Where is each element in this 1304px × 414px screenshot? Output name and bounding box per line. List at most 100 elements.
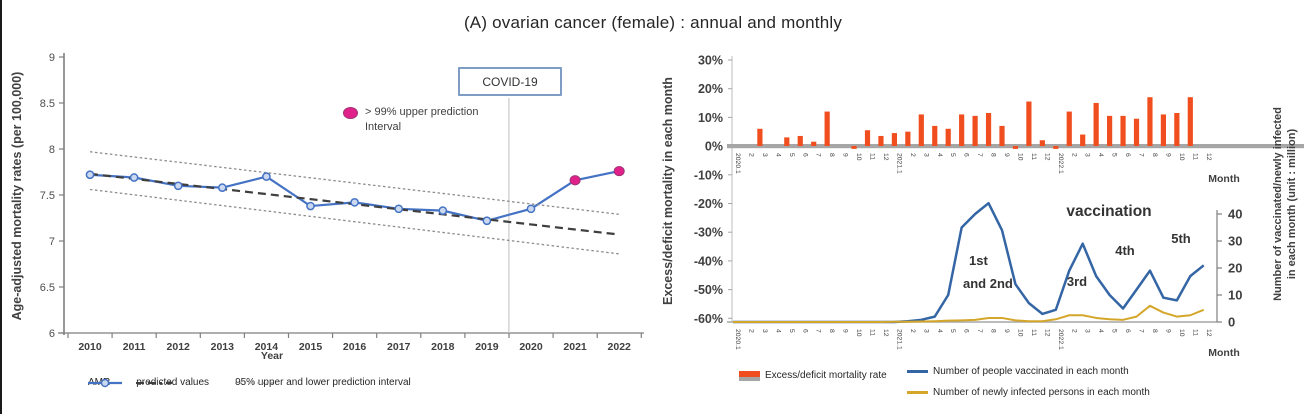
svg-text:3: 3 — [1084, 153, 1091, 157]
svg-text:3rd: 3rd — [1067, 274, 1087, 289]
svg-text:10%: 10% — [698, 111, 723, 125]
svg-text:2021: 2021 — [563, 341, 587, 353]
svg-text:2017: 2017 — [387, 341, 411, 353]
infected-line-swatch-icon — [907, 391, 928, 394]
svg-text:20%: 20% — [698, 82, 723, 96]
svg-text:3: 3 — [922, 329, 929, 333]
svg-text:2010: 2010 — [78, 341, 102, 353]
svg-text:5th: 5th — [1171, 231, 1191, 246]
svg-text:7: 7 — [976, 329, 983, 333]
svg-text:10: 10 — [1016, 329, 1023, 337]
svg-text:11: 11 — [1191, 329, 1198, 336]
svg-text:11: 11 — [869, 329, 876, 336]
svg-text:10: 10 — [1178, 329, 1185, 337]
svg-text:12: 12 — [1043, 329, 1050, 337]
svg-text:2: 2 — [747, 153, 754, 157]
svg-text:2: 2 — [909, 329, 916, 333]
monthly-chart-svg: 30%20%10%0%-10%-20%-30%-40%-50%-60% 01020… — [694, 54, 1304, 359]
svg-text:11: 11 — [1030, 153, 1037, 160]
svg-text:4th: 4th — [1115, 243, 1135, 258]
svg-text:4: 4 — [1097, 329, 1104, 333]
covid-19-callout: COVID-19 — [458, 67, 562, 96]
series-infected — [733, 304, 1205, 323]
svg-text:7: 7 — [815, 329, 822, 333]
vaccination-annotations: vaccination 1st and 2nd 3rd 4th 5th — [963, 203, 1191, 291]
legend-item-infected: Number of newly infected persons in each… — [907, 387, 1150, 398]
svg-text:9: 9 — [1003, 153, 1010, 157]
svg-text:4: 4 — [936, 153, 943, 157]
annual-legend: AMR predicted values 95% upper and lower… — [88, 377, 411, 388]
svg-text:Month: Month — [1208, 347, 1240, 359]
svg-text:7: 7 — [1138, 329, 1145, 333]
pink-annotation: > 99% upper prediction Interval — [343, 105, 478, 135]
svg-text:6: 6 — [1124, 329, 1131, 333]
svg-text:8: 8 — [1151, 153, 1158, 157]
svg-text:10: 10 — [1016, 153, 1023, 161]
svg-text:2020.1: 2020.1 — [734, 153, 741, 174]
svg-text:6: 6 — [963, 329, 970, 333]
monthly-top-x-labels: 2020.1 2 3 4 5 6 7 8 9 10 11 12 2021.1 2 3 4 5 6 7 8 9 10 11 12… — [734, 153, 1240, 185]
svg-text:6: 6 — [801, 329, 808, 333]
legend-item-predicted: predicted values — [136, 377, 210, 388]
svg-text:4: 4 — [936, 329, 943, 333]
svg-text:2: 2 — [909, 153, 916, 157]
svg-text:7: 7 — [49, 236, 55, 248]
svg-text:6: 6 — [1124, 153, 1131, 157]
svg-text:2014: 2014 — [255, 341, 279, 353]
svg-text:20: 20 — [1228, 261, 1242, 276]
svg-text:2022: 2022 — [608, 341, 632, 353]
svg-text:2022.1: 2022.1 — [1057, 153, 1064, 174]
svg-text:10: 10 — [855, 153, 862, 161]
svg-text:2022.1: 2022.1 — [1057, 329, 1064, 350]
svg-text:2021.1: 2021.1 — [895, 153, 902, 174]
svg-text:7: 7 — [1138, 153, 1145, 157]
svg-text:7: 7 — [815, 153, 822, 157]
amr-line-swatch-icon — [88, 378, 122, 387]
svg-text:40: 40 — [1228, 207, 1242, 222]
svg-text:11: 11 — [1030, 329, 1037, 336]
svg-text:12: 12 — [1043, 153, 1050, 161]
svg-text:11: 11 — [869, 153, 876, 160]
amr-markers — [85, 165, 625, 226]
svg-text:10: 10 — [1228, 288, 1242, 303]
svg-text:30: 30 — [1228, 234, 1242, 249]
svg-text:2: 2 — [1070, 329, 1077, 333]
svg-text:6: 6 — [963, 153, 970, 157]
svg-text:2019: 2019 — [475, 341, 499, 353]
svg-text:9: 9 — [1003, 329, 1010, 333]
svg-text:6: 6 — [49, 328, 55, 340]
series-amr — [89, 170, 620, 222]
svg-text:10: 10 — [855, 329, 862, 337]
svg-text:2016: 2016 — [343, 341, 367, 353]
series-95-lower-prediction-interval — [89, 188, 620, 255]
svg-text:12: 12 — [882, 329, 889, 337]
svg-text:2020: 2020 — [519, 341, 543, 353]
svg-text:9: 9 — [1164, 329, 1171, 333]
pink-annotation-text: > 99% upper prediction Interval — [365, 106, 479, 133]
svg-text:5: 5 — [1111, 329, 1118, 333]
svg-text:8: 8 — [828, 153, 835, 157]
svg-text:30%: 30% — [698, 54, 723, 68]
excess-deficit-bars — [757, 97, 1193, 149]
svg-text:-60%: -60% — [694, 312, 723, 326]
svg-text:vaccination: vaccination — [1066, 203, 1151, 220]
svg-text:0: 0 — [1228, 315, 1235, 330]
svg-text:8: 8 — [990, 153, 997, 157]
svg-text:-30%: -30% — [694, 226, 723, 240]
svg-text:7: 7 — [976, 153, 983, 157]
svg-text:-50%: -50% — [694, 283, 723, 297]
svg-text:0%: 0% — [705, 140, 723, 154]
svg-text:11: 11 — [1191, 153, 1198, 160]
svg-text:8: 8 — [990, 329, 997, 333]
svg-text:6: 6 — [801, 153, 808, 157]
svg-text:9: 9 — [842, 329, 849, 333]
svg-text:2011: 2011 — [123, 341, 146, 353]
svg-text:9: 9 — [1164, 153, 1171, 157]
svg-text:12: 12 — [882, 153, 889, 161]
svg-text:5: 5 — [949, 329, 956, 333]
monthly-right-y-axis-label: Number of vaccinated/newly infected in e… — [1272, 107, 1298, 301]
svg-text:12: 12 — [1205, 153, 1212, 161]
svg-text:3: 3 — [761, 329, 768, 333]
svg-text:3: 3 — [922, 153, 929, 157]
